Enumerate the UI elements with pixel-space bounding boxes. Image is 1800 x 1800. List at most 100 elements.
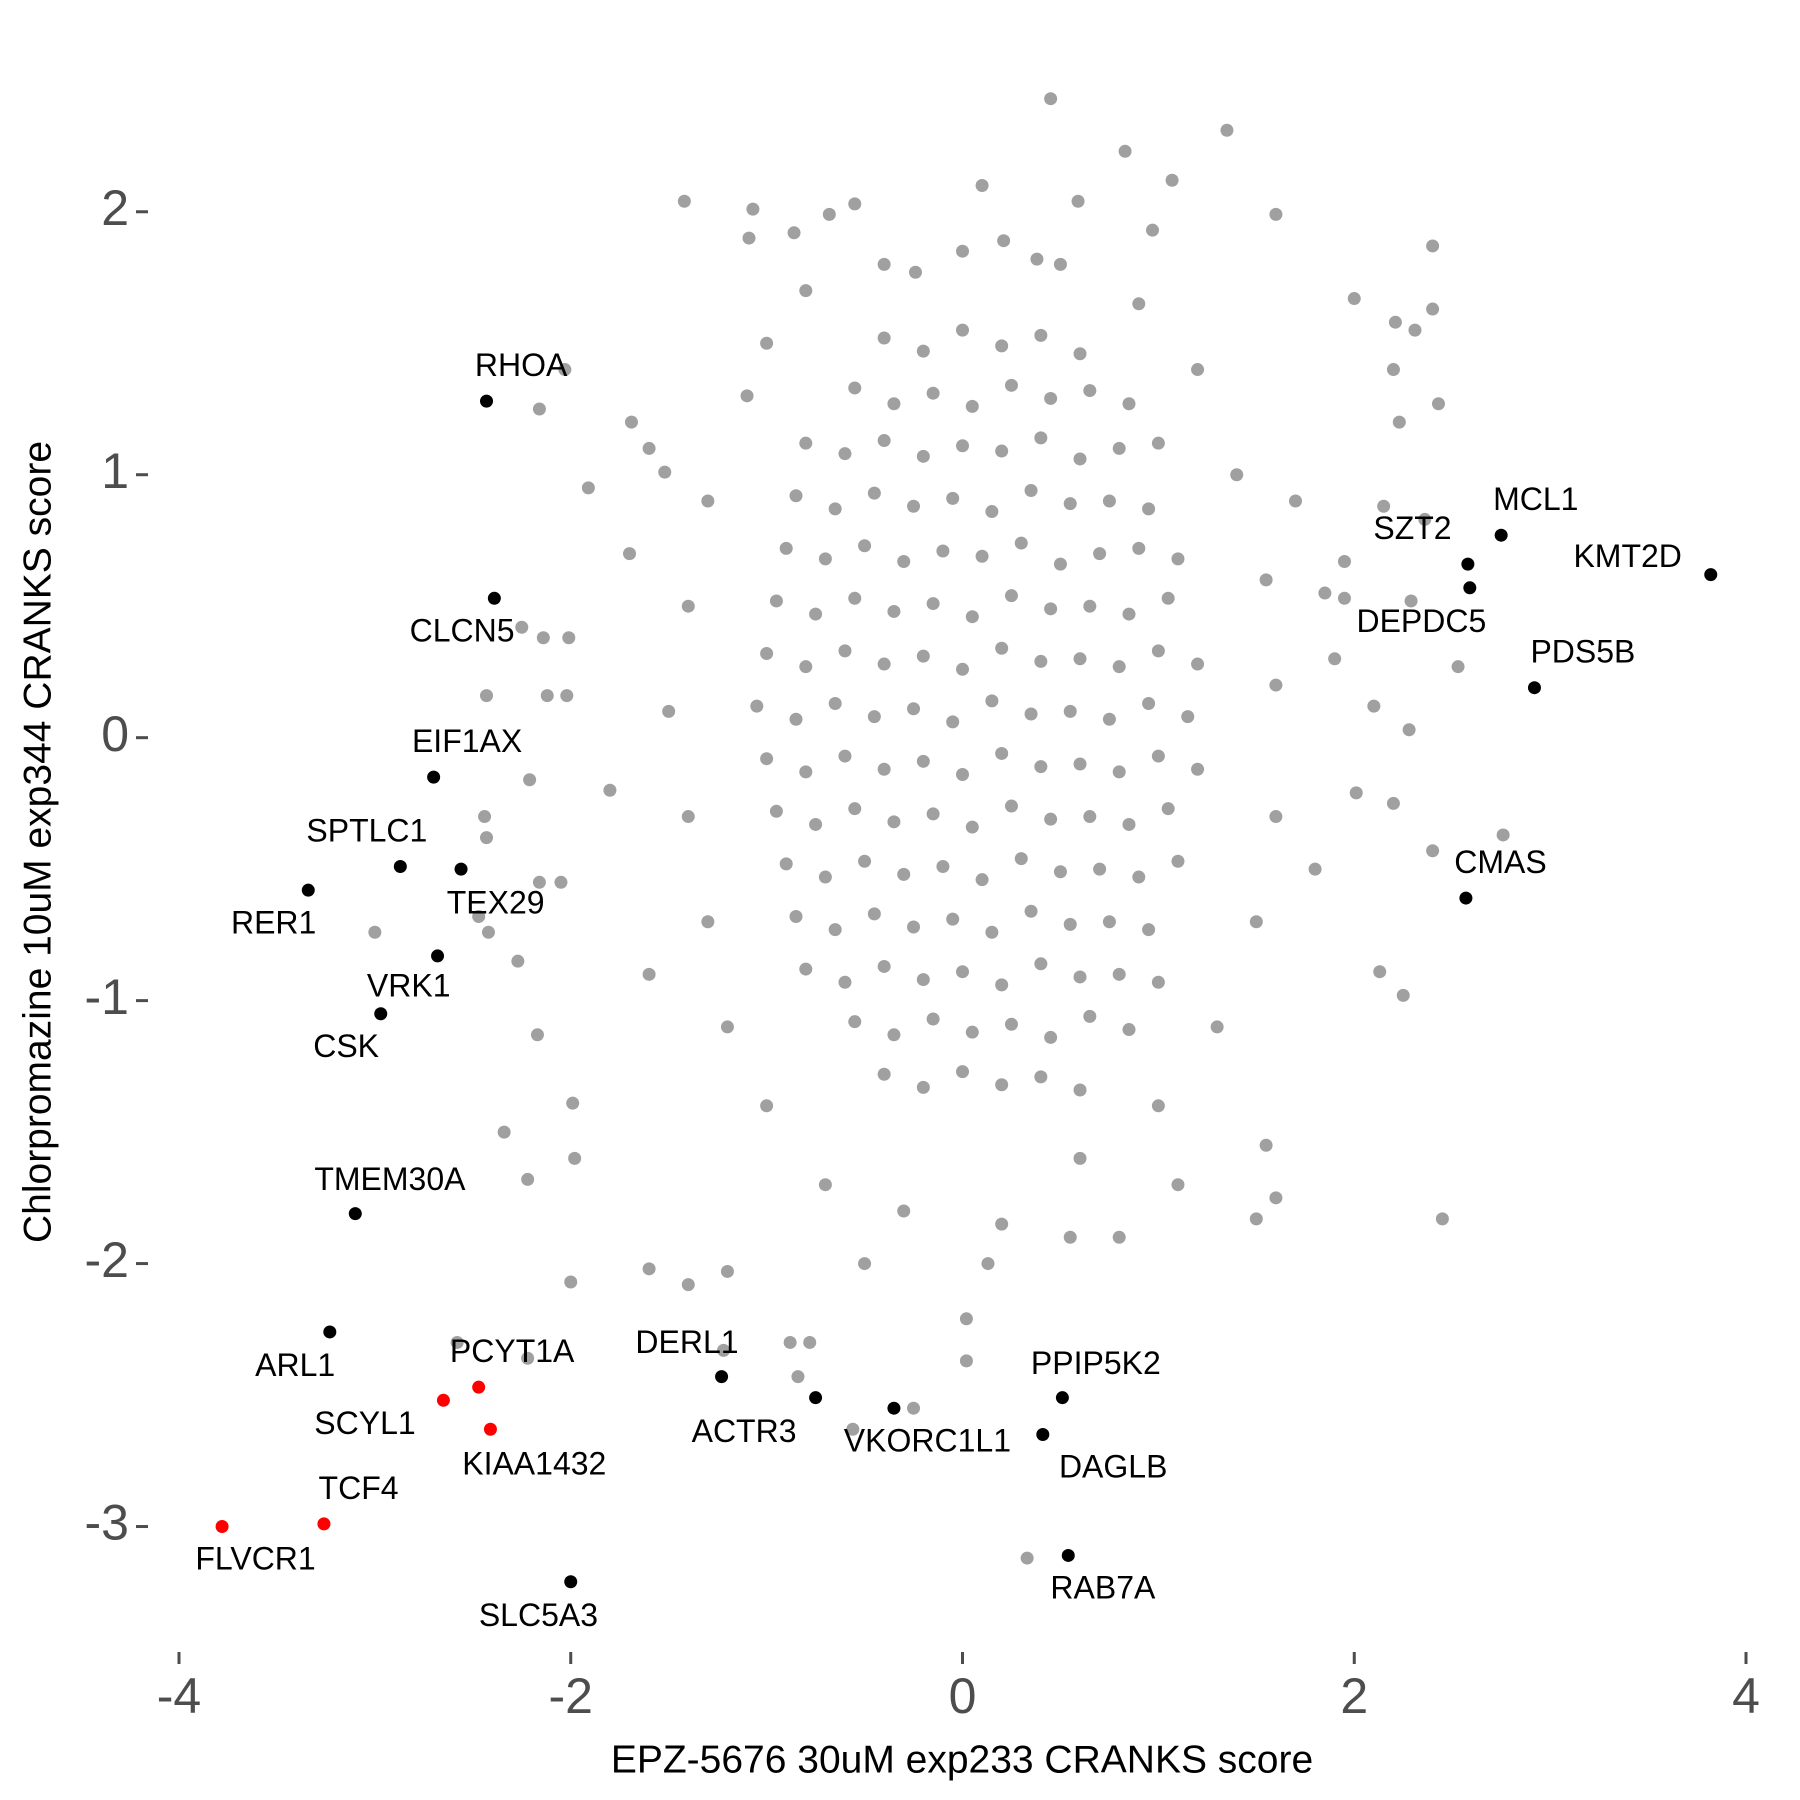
point — [936, 860, 950, 874]
point — [677, 194, 691, 208]
point — [1036, 1427, 1050, 1441]
point — [1191, 363, 1205, 377]
point — [809, 1391, 823, 1405]
point — [1373, 965, 1387, 979]
point — [1142, 502, 1156, 516]
point — [1426, 302, 1440, 316]
point — [907, 1401, 921, 1415]
point — [838, 644, 852, 658]
point — [877, 331, 891, 345]
point — [1132, 297, 1146, 311]
point — [1071, 194, 1085, 208]
point — [1112, 660, 1126, 674]
point — [1112, 967, 1126, 981]
point — [783, 1335, 797, 1349]
point — [1024, 707, 1038, 721]
point-label: PDS5B — [1530, 634, 1635, 670]
point-label: TEX29 — [447, 884, 545, 920]
point-label: ACTR3 — [692, 1413, 797, 1449]
y-tick-label: 0 — [101, 706, 129, 762]
point — [1230, 468, 1244, 482]
point — [936, 544, 950, 558]
point — [907, 920, 921, 934]
point — [1073, 1083, 1087, 1097]
point — [1161, 802, 1175, 816]
point — [560, 689, 574, 703]
point — [1259, 1138, 1273, 1152]
point — [554, 875, 568, 889]
point — [1112, 441, 1126, 455]
point — [1337, 554, 1351, 568]
point — [1288, 494, 1302, 508]
point — [740, 389, 754, 403]
point — [907, 702, 921, 716]
point — [1112, 1230, 1126, 1244]
point — [1093, 547, 1107, 561]
point — [959, 1312, 973, 1326]
point — [1122, 397, 1136, 411]
point — [877, 762, 891, 776]
point-label: VRK1 — [367, 968, 451, 1004]
point — [760, 752, 774, 766]
point — [981, 1257, 995, 1271]
point — [789, 712, 803, 726]
point — [1083, 810, 1097, 824]
point — [1249, 1212, 1263, 1226]
point — [1269, 207, 1283, 221]
point — [1426, 239, 1440, 253]
point — [887, 815, 901, 829]
point — [1118, 144, 1132, 158]
point — [985, 694, 999, 708]
point — [956, 1065, 969, 1079]
point — [1142, 923, 1156, 937]
x-tick-label: -2 — [549, 1668, 593, 1724]
point-label: PCYT1A — [450, 1333, 575, 1369]
point — [472, 1380, 486, 1394]
point — [431, 949, 445, 963]
point — [1102, 494, 1116, 508]
point — [1142, 696, 1156, 710]
point — [965, 610, 979, 624]
point — [799, 660, 813, 674]
point — [1063, 917, 1077, 931]
point — [1053, 557, 1067, 571]
point — [715, 1370, 729, 1384]
point — [877, 1067, 891, 1081]
point — [975, 549, 989, 563]
point — [1034, 431, 1048, 445]
point — [965, 399, 979, 413]
point — [897, 867, 911, 881]
point — [1494, 528, 1508, 542]
point — [1053, 865, 1067, 879]
point — [1063, 1230, 1077, 1244]
point — [995, 1217, 1009, 1231]
point — [1014, 852, 1028, 866]
point — [926, 597, 940, 611]
point — [536, 631, 550, 645]
point — [1083, 384, 1097, 398]
point — [1044, 92, 1058, 106]
point — [532, 402, 546, 416]
point — [877, 959, 891, 973]
point — [1093, 862, 1107, 876]
point — [1388, 315, 1402, 329]
point-label: RHOA — [475, 347, 568, 383]
point — [746, 202, 760, 216]
point — [769, 594, 783, 608]
point — [487, 591, 501, 605]
point — [215, 1520, 229, 1534]
point-label: MCL1 — [1493, 481, 1578, 517]
point — [532, 875, 546, 889]
point — [1408, 323, 1422, 337]
point — [717, 1343, 731, 1357]
point — [1073, 1151, 1087, 1165]
point — [946, 912, 960, 926]
point — [564, 1275, 578, 1289]
point — [959, 1354, 973, 1368]
point — [809, 817, 823, 831]
point — [956, 323, 969, 337]
point — [975, 178, 989, 192]
point-label: DAGLB — [1059, 1449, 1167, 1485]
point — [838, 975, 852, 989]
point — [965, 820, 979, 834]
